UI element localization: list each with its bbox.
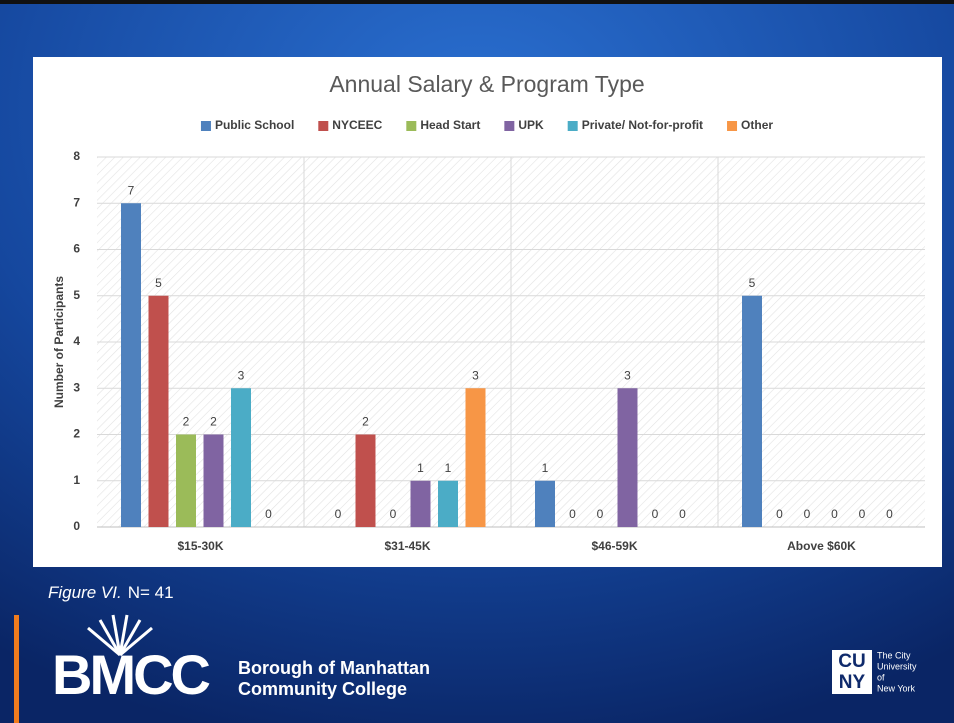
caption: Figure VI. N= 41 (48, 583, 174, 602)
legend-swatch (567, 121, 578, 131)
cuny-text: of (877, 672, 885, 682)
data-label: 5 (749, 276, 756, 290)
y-tick-label: 2 (73, 427, 80, 441)
bar (438, 480, 458, 527)
data-label: 0 (831, 507, 838, 521)
legend: Public School NYCEEC Head Start UPK Private/… (200, 118, 773, 132)
cuny-bottom: NY (839, 672, 866, 693)
data-label: 1 (417, 461, 424, 475)
legend-item: Public School (200, 118, 294, 132)
legend-label: Public School (215, 118, 294, 132)
data-label: 1 (542, 461, 549, 475)
data-label: 0 (390, 507, 397, 521)
legend-swatch (504, 121, 515, 131)
cuny-top: CU (838, 651, 865, 672)
legend-item: Other (727, 118, 773, 132)
y-tick-label: 8 (73, 149, 80, 163)
y-tick-label: 7 (73, 195, 80, 209)
legend-swatch (406, 121, 417, 131)
legend-label: NYCEEC (332, 118, 382, 132)
data-label: 0 (265, 507, 272, 521)
cuny-box (832, 650, 872, 694)
bar (742, 295, 762, 527)
bar (617, 388, 638, 527)
cuny-logo: CU NY The City University of New York (832, 650, 917, 694)
bar (465, 388, 486, 527)
data-label: 5 (155, 276, 162, 290)
legend-label: Other (741, 118, 773, 132)
bar (176, 434, 196, 527)
bar (203, 434, 224, 527)
bmcc-wordmark: BMCC (52, 643, 210, 706)
data-label: 0 (859, 507, 866, 521)
legend-label: UPK (518, 118, 544, 132)
data-label: 7 (128, 183, 135, 197)
data-label: 0 (597, 507, 604, 521)
data-label: 3 (624, 368, 631, 382)
x-tick-label: $31-45K (384, 539, 430, 553)
x-tick-label: Above $60K (787, 539, 856, 553)
data-label: 0 (569, 507, 576, 521)
data-label: 0 (335, 507, 342, 521)
cuny-text: University (877, 661, 917, 671)
legend-item: NYCEEC (318, 118, 383, 132)
legend-label: Head Start (420, 118, 480, 132)
legend-swatch (727, 121, 738, 131)
data-label: 1 (445, 461, 452, 475)
accent-bar (14, 615, 19, 723)
bar (121, 203, 141, 527)
data-label: 3 (472, 368, 479, 382)
figure-label: Figure VI. (48, 583, 122, 602)
sunburst (87, 614, 153, 657)
sample-size: N= 41 (128, 583, 174, 602)
legend-item: Private/ Not-for-profit (567, 118, 703, 132)
legend-label: Private/ Not-for-profit (582, 118, 703, 132)
y-axis-label: Number of Participants (52, 276, 66, 408)
y-tick-label: 6 (73, 242, 80, 256)
bmcc-name-line1: Borough of Manhattan (238, 658, 430, 678)
legend-swatch (318, 121, 329, 131)
y-tick-label: 3 (73, 380, 80, 394)
chart-title: Annual Salary & Program Type (329, 71, 644, 97)
bar (410, 480, 431, 527)
y-tick-label: 0 (73, 519, 80, 533)
data-label: 0 (652, 507, 659, 521)
data-label: 2 (362, 415, 369, 429)
cuny-text: New York (877, 683, 916, 693)
y-tick-label: 1 (73, 473, 80, 487)
bmcc-name-line2: Community College (238, 679, 407, 699)
data-label: 0 (679, 507, 686, 521)
bar (355, 434, 376, 527)
bar (535, 480, 555, 527)
y-tick-label: 5 (73, 288, 80, 302)
legend-item: Head Start (406, 118, 480, 132)
x-tick-label: $15-30K (177, 539, 223, 553)
data-label: 0 (804, 507, 811, 521)
data-label: 3 (238, 368, 245, 382)
bmcc-logo: BMCC Borough of Manhattan Community Coll… (52, 614, 430, 706)
bar (148, 295, 169, 527)
legend-swatch (200, 121, 211, 131)
cuny-text: The City (877, 650, 911, 660)
data-label: 2 (210, 415, 217, 429)
bar (231, 388, 251, 527)
data-label: 0 (776, 507, 783, 521)
data-label: 2 (183, 415, 190, 429)
top-border (0, 0, 954, 4)
legend-item: UPK (504, 118, 544, 132)
x-tick-label: $46-59K (591, 539, 637, 553)
y-tick-label: 4 (73, 334, 80, 348)
data-label: 0 (886, 507, 893, 521)
